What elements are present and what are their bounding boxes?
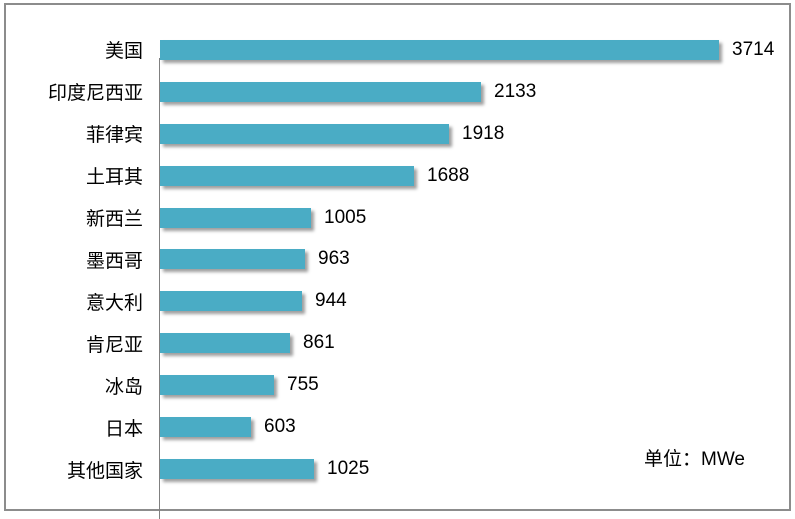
value-label: 861 [303, 332, 335, 354]
plot-cell: 963 [160, 239, 795, 281]
bar [160, 249, 305, 270]
plot-cell: 1025 [160, 448, 795, 490]
plot-cell: 1005 [160, 197, 795, 239]
bar-row: 美国 3714 [0, 29, 795, 71]
value-label: 603 [264, 416, 296, 438]
category-label: 日本 [104, 418, 143, 440]
plot-cell: 603 [160, 406, 795, 448]
bar-row: 墨西哥 963 [0, 239, 795, 281]
value-label: 1025 [327, 458, 370, 480]
category-label: 肯尼亚 [85, 334, 143, 356]
plot-cell: 755 [160, 364, 795, 406]
bar [160, 375, 274, 396]
category-label: 墨西哥 [85, 250, 143, 272]
value-label: 755 [287, 374, 319, 396]
bar-row: 菲律宾 1918 [0, 113, 795, 155]
bar-row: 意大利 944 [0, 280, 795, 322]
value-label: 1918 [462, 122, 505, 144]
category-label: 菲律宾 [85, 125, 143, 147]
bar [160, 459, 314, 480]
unit-annotation: 单位：MWe [644, 449, 745, 470]
bar-row: 其他国家 1025 [0, 448, 795, 490]
category-label: 意大利 [85, 292, 143, 314]
plot-cell: 1688 [160, 155, 795, 197]
bar-row: 肯尼亚 861 [0, 322, 795, 364]
bar-row: 日本 603 [0, 406, 795, 448]
bar-row: 土耳其 1688 [0, 155, 795, 197]
bar [160, 417, 251, 438]
bar [160, 123, 449, 144]
bar [160, 207, 311, 228]
plot-cell: 3714 [160, 29, 795, 71]
bar-row: 印度尼西亚 2133 [0, 71, 795, 113]
bar [160, 165, 414, 186]
bar-chart: 美国 3714 印度尼西亚 2133 菲律宾 1918 土耳其 1688 新西兰 1005 墨西哥 9… [0, 29, 795, 519]
category-label: 美国 [104, 41, 143, 63]
plot-cell: 2133 [160, 71, 795, 113]
plot-cell: 861 [160, 322, 795, 364]
category-label: 冰岛 [104, 376, 143, 398]
category-label: 印度尼西亚 [47, 83, 143, 105]
plot-cell: 944 [160, 280, 795, 322]
value-label: 944 [315, 290, 347, 312]
value-label: 963 [318, 248, 350, 270]
bar-rows: 美国 3714 印度尼西亚 2133 菲律宾 1918 土耳其 1688 新西兰 1005 墨西哥 9… [0, 29, 795, 490]
bar-row: 冰岛 755 [0, 364, 795, 406]
bar-row: 新西兰 1005 [0, 197, 795, 239]
bar [160, 81, 481, 102]
value-label: 1005 [324, 206, 367, 228]
category-label: 新西兰 [85, 209, 143, 231]
value-label: 2133 [494, 80, 537, 102]
plot-cell: 1918 [160, 113, 795, 155]
value-label: 1688 [427, 164, 470, 186]
category-label: 其他国家 [66, 460, 143, 482]
category-axis-line [159, 58, 160, 519]
category-label: 土耳其 [85, 167, 143, 189]
bar [160, 291, 302, 312]
bar [160, 333, 290, 354]
bar [160, 39, 719, 60]
value-label: 3714 [732, 38, 775, 60]
